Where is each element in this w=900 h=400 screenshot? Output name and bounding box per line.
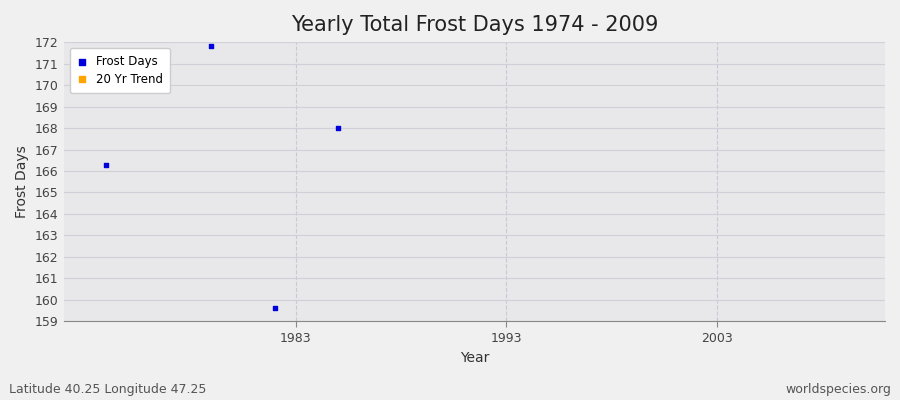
Y-axis label: Frost Days: Frost Days [15,145,29,218]
Frost Days [99,161,113,168]
Title: Yearly Total Frost Days 1974 - 2009: Yearly Total Frost Days 1974 - 2009 [291,15,658,35]
Frost Days [330,125,345,131]
Frost Days [267,305,282,312]
Text: Latitude 40.25 Longitude 47.25: Latitude 40.25 Longitude 47.25 [9,383,206,396]
X-axis label: Year: Year [460,351,490,365]
Text: worldspecies.org: worldspecies.org [785,383,891,396]
Frost Days [204,43,219,50]
Legend: Frost Days, 20 Yr Trend: Frost Days, 20 Yr Trend [70,48,170,93]
